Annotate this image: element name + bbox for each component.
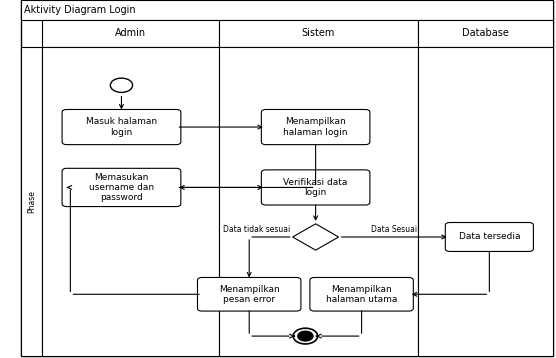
FancyBboxPatch shape [261,110,370,145]
Text: Data Sesuai: Data Sesuai [371,225,417,234]
Text: Data tidak sesuai: Data tidak sesuai [223,225,290,234]
Bar [219,20,418,47]
FancyBboxPatch shape [261,170,370,205]
Text: Memasukan
username dan
password: Memasukan username dan password [89,173,154,202]
Text: Admin: Admin [115,28,146,38]
Text: Aktivity Diagram Login: Aktivity Diagram Login [24,5,136,15]
Polygon shape [292,224,339,250]
Text: Menampilkan
halaman login: Menampilkan halaman login [284,117,348,137]
FancyBboxPatch shape [310,277,413,311]
FancyBboxPatch shape [62,168,181,207]
Text: Menampilkan
halaman utama: Menampilkan halaman utama [326,285,398,304]
Bar [21,47,42,356]
Bar [21,0,553,20]
Text: Sistem: Sistem [301,28,335,38]
Bar [219,47,418,356]
Bar [42,47,219,356]
Text: Database: Database [462,28,509,38]
Text: Masuk halaman
login: Masuk halaman login [86,117,157,137]
Bar [418,20,553,47]
Text: Menampilkan
pesan error: Menampilkan pesan error [219,285,280,304]
Text: Phase: Phase [27,190,36,213]
FancyBboxPatch shape [197,277,301,311]
Bar [42,20,219,47]
Circle shape [298,331,313,341]
FancyBboxPatch shape [445,223,533,251]
FancyBboxPatch shape [62,110,181,145]
Bar [418,47,553,356]
Text: Verifikasi data
login: Verifikasi data login [284,178,348,197]
Text: Data tersedia: Data tersedia [459,232,520,242]
